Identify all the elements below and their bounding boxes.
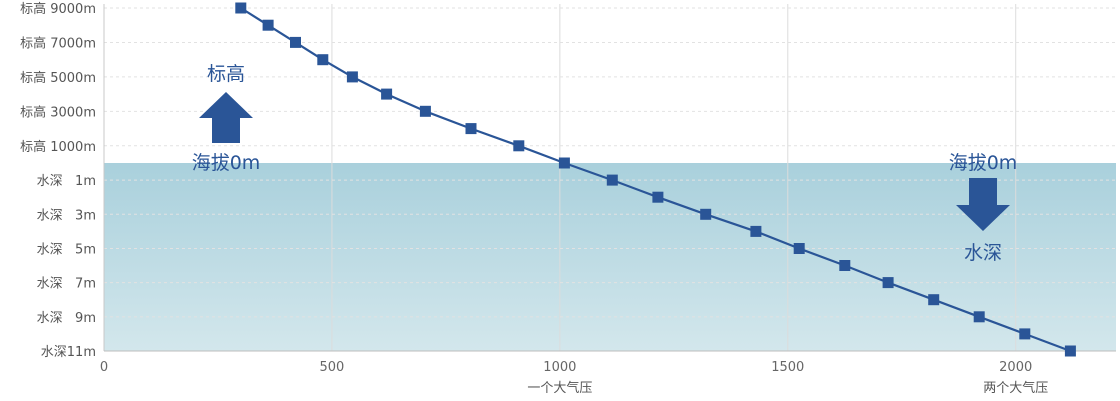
y-tick-label: 水深 5m	[37, 242, 96, 257]
data-point-marker	[317, 54, 329, 66]
data-point-marker	[558, 157, 570, 169]
data-point-marker	[973, 311, 985, 323]
y-tick-labels: 标高 9000m 标高 7000m 标高 5000m 标高 3000m 标高 1000m…	[20, 1, 96, 360]
data-point-marker	[882, 277, 894, 289]
y-tick-label: 标高 1000m	[20, 139, 96, 155]
series-points	[235, 2, 1076, 357]
x-tick-label: 2000	[999, 360, 1032, 375]
data-point-marker	[1019, 328, 1031, 340]
data-point-marker	[513, 140, 525, 152]
data-point-marker	[793, 243, 805, 254]
y-tick-label: 标高 5000m	[20, 70, 96, 86]
x-tick-label: 500	[320, 360, 345, 375]
axes	[103, 4, 1116, 352]
data-point-marker	[235, 2, 247, 14]
y-tick-label: 水深 9m	[37, 311, 96, 326]
water-area	[104, 163, 1116, 351]
data-point-marker	[290, 36, 301, 48]
y-tick-label: 水深 1m	[37, 174, 96, 189]
up-arrow-icon	[199, 92, 253, 143]
elevation-annotation-label: 标高	[207, 63, 245, 85]
water-region	[104, 163, 1116, 351]
y-tick-label: 标高 7000m	[20, 35, 96, 51]
y-tick-label: 标高 3000m	[20, 104, 96, 120]
data-point-marker	[262, 19, 274, 31]
sea-level-annotation-right: 海拔0m	[949, 152, 1018, 174]
data-point-marker	[381, 88, 393, 100]
data-point-marker	[1064, 345, 1076, 357]
x-tick-labels: 0 500 1000 1500 2000 一个大气压 两个大气压	[100, 360, 1048, 396]
y-tick-label: 标高 9000m	[20, 1, 96, 17]
data-point-marker	[652, 191, 664, 203]
data-point-marker	[839, 260, 851, 271]
data-point-marker	[606, 174, 618, 186]
data-point-marker	[700, 208, 712, 220]
depth-annotation-label: 水深	[964, 242, 1002, 264]
x-annotation-label: 一个大气压	[527, 380, 592, 396]
x-annotation-label: 两个大气压	[983, 380, 1048, 396]
y-tick-label: 水深11m	[41, 345, 96, 360]
data-point-marker	[419, 105, 431, 117]
data-point-marker	[346, 71, 358, 83]
y-tick-label: 水深 7m	[37, 277, 96, 292]
sea-level-annotation-left: 海拔0m	[192, 152, 261, 174]
data-point-marker	[465, 123, 477, 135]
y-tick-label: 水深 3m	[37, 208, 96, 223]
x-tick-label: 1000	[543, 360, 576, 375]
data-point-marker	[750, 225, 762, 237]
x-tick-label: 1500	[771, 360, 804, 375]
data-point-marker	[928, 294, 940, 306]
x-tick-label: 0	[100, 360, 108, 375]
down-arrow-icon	[956, 178, 1010, 231]
annotations: 标高 海拔0m 海拔0m 水深	[192, 63, 1018, 264]
